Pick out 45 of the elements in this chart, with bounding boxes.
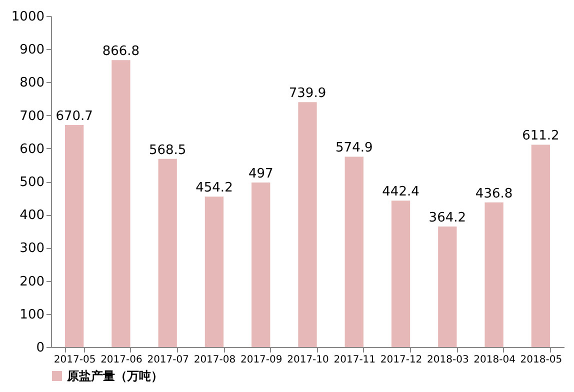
- data-label: 568.5: [148, 142, 186, 158]
- data-label: 739.9: [288, 86, 326, 102]
- y-tick-label: 600: [20, 142, 44, 157]
- bar: [484, 202, 504, 347]
- y-tick-label: 300: [20, 241, 44, 256]
- bar: [252, 182, 270, 347]
- x-tick-label: 2017-05: [54, 354, 96, 366]
- x-tick-label: 2018-04: [474, 354, 516, 366]
- bar: [158, 158, 177, 347]
- y-tick-label: 900: [20, 42, 44, 58]
- data-label: 866.8: [102, 44, 140, 60]
- bar: [64, 125, 84, 347]
- x-tick-label: 2018-03: [427, 354, 469, 366]
- data-label: 497: [248, 166, 274, 182]
- y-tick-label: 800: [20, 76, 44, 91]
- data-label: 670.7: [56, 109, 93, 124]
- data-label: 436.8: [475, 186, 513, 202]
- y-tick-label: 200: [20, 274, 44, 290]
- x-tick-label: 2017-09: [240, 354, 282, 366]
- bar: [391, 200, 410, 347]
- y-tick-label: 500: [20, 175, 44, 190]
- y-tick-label: 1000: [11, 10, 44, 24]
- x-tick-label: 2017-12: [380, 354, 422, 366]
- data-label: 442.4: [382, 184, 420, 200]
- bar: [344, 156, 364, 347]
- x-tick-label: 2017-10: [287, 354, 329, 366]
- x-tick-label: 2017-08: [194, 354, 236, 366]
- y-tick-label: 100: [20, 307, 44, 322]
- bar: [298, 102, 317, 347]
- bar: [204, 196, 224, 347]
- y-tick-label: 700: [20, 108, 44, 124]
- x-tick-label: 2017-11: [334, 354, 376, 366]
- data-label: 574.9: [336, 140, 373, 156]
- bar: [112, 60, 130, 347]
- data-label: 454.2: [196, 180, 233, 196]
- y-tick-label: 0: [36, 340, 44, 356]
- bar: [531, 144, 550, 347]
- x-tick-label: 2017-07: [147, 354, 189, 366]
- x-tick-label: 2017-06: [100, 354, 142, 366]
- y-tick-label: 400: [20, 208, 44, 224]
- x-tick-label: 2018-05: [520, 354, 562, 366]
- data-label: 364.2: [428, 210, 466, 226]
- bar: [438, 226, 457, 347]
- data-label: 611.2: [522, 128, 560, 144]
- legend-label: 原盐产量（万吨）: [66, 369, 163, 383]
